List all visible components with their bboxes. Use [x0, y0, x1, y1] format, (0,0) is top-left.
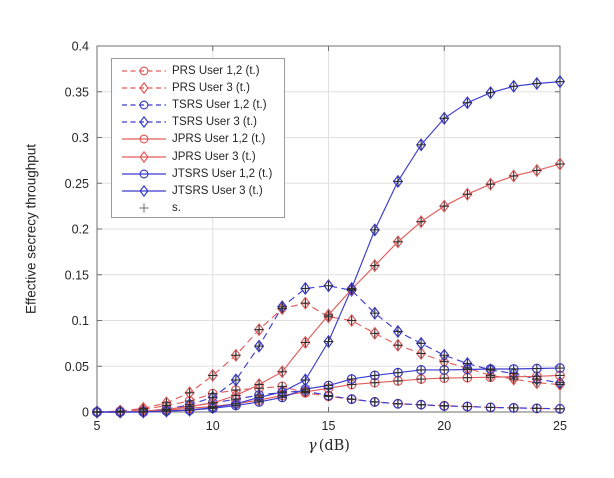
x-tick-label: 5 — [94, 419, 101, 433]
gamma-symbol: γ — [308, 438, 317, 454]
legend-item-jtsrs-user-1-2-t: JTSRS User 1,2 (t.) — [112, 165, 284, 182]
circle-marker-icon — [122, 100, 166, 110]
legend-label: PRS User 1,2 (t.) — [172, 64, 260, 77]
y-tick-label: 0.15 — [65, 268, 89, 282]
legend-item-tsrs-user-1-2-t: TSRS User 1,2 (t.) — [112, 96, 284, 113]
y-tick-label: 0.1 — [72, 314, 89, 328]
legend-label: JPRS User 3 (t.) — [172, 150, 256, 163]
circle-marker-icon — [122, 169, 166, 179]
y-tick-label: 0.35 — [65, 85, 89, 99]
x-tick-label: 25 — [553, 419, 567, 433]
x-axis-unit: (dB) — [318, 438, 350, 454]
legend-label: TSRS User 1,2 (t.) — [172, 98, 267, 111]
y-axis-label: Effective secrecy throughput — [23, 143, 39, 315]
circle-marker-icon — [122, 134, 166, 144]
legend-label: PRS User 3 (t.) — [172, 81, 250, 94]
diamond-marker-icon — [122, 184, 166, 198]
legend-item-prs-user-3-t: PRS User 3 (t.) — [112, 79, 284, 96]
legend-item-sim: s. — [112, 200, 284, 217]
diamond-marker-icon — [122, 116, 166, 129]
diamond-marker-icon — [122, 150, 166, 163]
x-tick-label: 20 — [437, 419, 451, 433]
x-axis-label: γ (dB) — [308, 438, 350, 454]
y-tick-label: 0.3 — [72, 131, 89, 145]
y-tick-label: 0.2 — [72, 223, 89, 237]
sim-markers — [92, 77, 565, 417]
legend-label: TSRS User 3 (t.) — [172, 116, 257, 129]
legend-item-tsrs-user-3-t: TSRS User 3 (t.) — [112, 114, 284, 131]
diamond-marker-icon — [122, 81, 166, 94]
plus-marker-icon — [139, 203, 149, 213]
y-tick-label: 0.05 — [65, 360, 89, 374]
x-tick-label: 10 — [206, 419, 220, 433]
x-tick-label: 15 — [322, 419, 336, 433]
legend-label: JTSRS User 3 (t.) — [172, 184, 263, 197]
legend-item-jprs-user-1-2-t: JPRS User 1,2 (t.) — [112, 131, 284, 148]
legend: PRS User 1,2 (t.) PRS User 3 (t.) TSRS Use… — [111, 58, 285, 218]
legend-label: JTSRS User 1,2 (t.) — [172, 167, 273, 180]
legend-item-jprs-user-3-t: JPRS User 3 (t.) — [112, 148, 284, 165]
legend-label: s. — [172, 202, 181, 215]
legend-item-prs-user-1-2-t: PRS User 1,2 (t.) — [112, 62, 284, 79]
circle-marker-icon — [122, 66, 166, 76]
y-tick-label: 0.4 — [72, 40, 89, 54]
y-tick-label: 0 — [82, 406, 89, 420]
y-tick-label: 0.25 — [65, 177, 89, 191]
legend-label: JPRS User 1,2 (t.) — [172, 133, 266, 146]
legend-item-jtsrs-user-3-t: JTSRS User 3 (t.) — [112, 182, 284, 199]
